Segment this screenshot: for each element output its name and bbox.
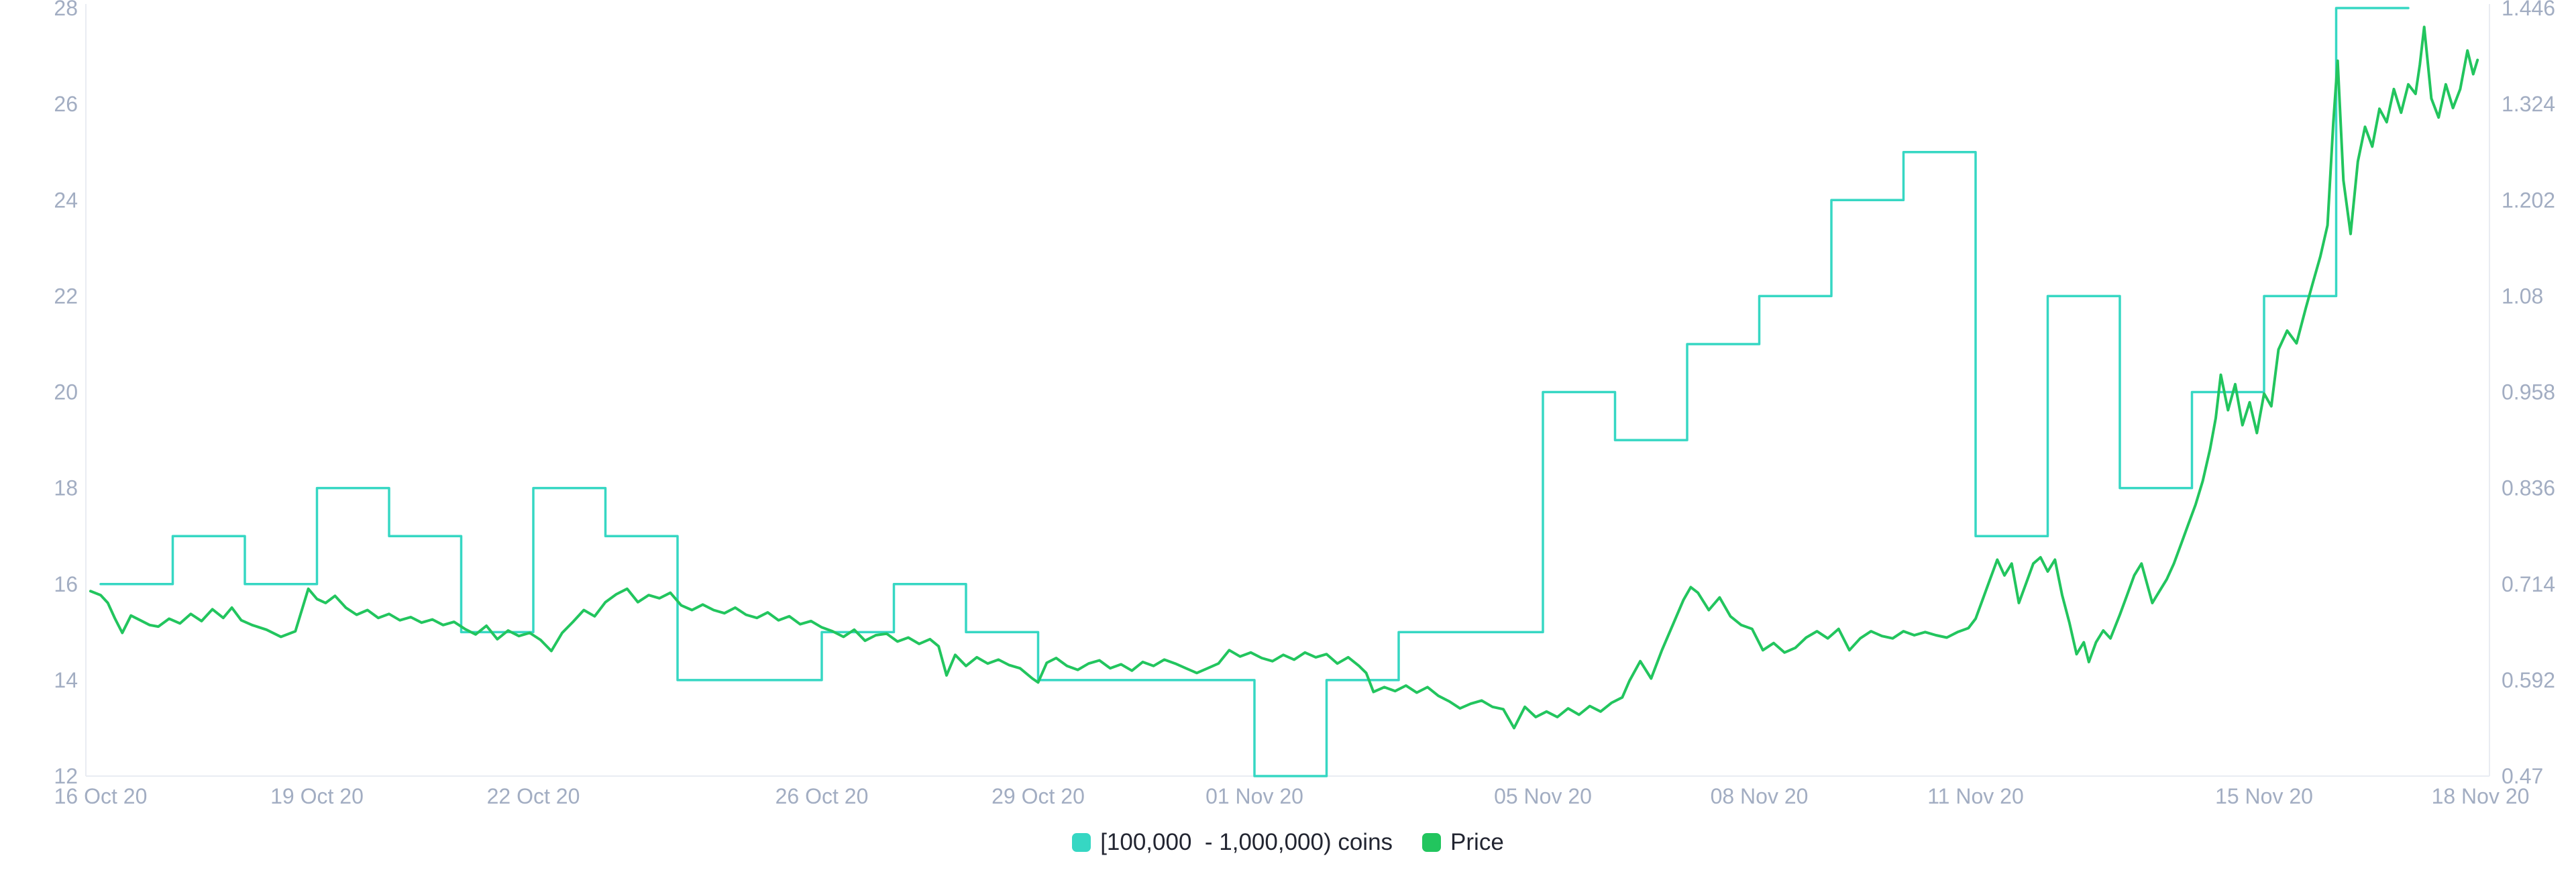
coins-holders-step-series[interactable] <box>99 7 2410 777</box>
price-line-series[interactable] <box>89 25 2479 730</box>
y-axis-right-tick-label: 0.592 <box>2502 668 2555 692</box>
chart-legend: [100,000 - 1,000,000) coins Price <box>0 828 2576 857</box>
x-axis-tick-label: 22 Oct 20 <box>487 784 580 808</box>
y-axis-left-tick-label: 22 <box>54 284 78 308</box>
y-axis-left-tick-label: 26 <box>54 92 78 116</box>
coins-series-swatch <box>1072 833 1091 852</box>
coins-series-label: [100,000 - 1,000,000) coins <box>1100 829 1393 855</box>
legend-item-coins[interactable]: [100,000 - 1,000,000) coins <box>1072 829 1393 856</box>
y-axis-left-tick-label: 14 <box>54 668 78 692</box>
x-axis-tick-label: 19 Oct 20 <box>270 784 364 808</box>
x-axis-tick-label: 11 Nov 20 <box>1927 784 2024 808</box>
y-axis-left-tick-label: 24 <box>54 188 78 212</box>
y-axis-left-tick-label: 12 <box>54 764 78 788</box>
y-axis-right-tick-label: 0.47 <box>2502 764 2543 788</box>
y-axis-right-tick-label: 1.324 <box>2502 92 2555 116</box>
x-axis-tick-label: 18 Nov 20 <box>2432 784 2530 808</box>
y-axis-right-tick-label: 0.836 <box>2502 476 2555 500</box>
x-axis-tick-label: 29 Oct 20 <box>991 784 1085 808</box>
y-axis-right-tick-label: 1.202 <box>2502 188 2555 212</box>
y-axis-left-tick-label: 28 <box>54 0 78 20</box>
x-axis-tick-label: 01 Nov 20 <box>1205 784 1303 808</box>
price-series-label: Price <box>1450 829 1504 855</box>
x-axis-tick-label: 05 Nov 20 <box>1494 784 1592 808</box>
y-axis-left-tick-label: 18 <box>54 476 78 500</box>
y-axis-right-tick-label: 0.714 <box>2502 572 2555 596</box>
legend-item-price[interactable]: Price <box>1422 829 1504 856</box>
y-axis-right-tick-label: 1.446 <box>2502 0 2555 20</box>
y-axis-left-tick-label: 20 <box>54 380 78 404</box>
x-axis-tick-label: 08 Nov 20 <box>1711 784 1809 808</box>
y-axis-right-tick-label: 0.958 <box>2502 380 2555 404</box>
y-axis-right-tick-label: 1.08 <box>2502 284 2543 308</box>
x-axis-tick-label: 26 Oct 20 <box>775 784 869 808</box>
y-axis-left-tick-label: 16 <box>54 572 78 596</box>
x-axis-tick-label: 15 Nov 20 <box>2215 784 2313 808</box>
x-axis-tick-label: 16 Oct 20 <box>54 784 148 808</box>
price-series-swatch <box>1422 833 1442 852</box>
